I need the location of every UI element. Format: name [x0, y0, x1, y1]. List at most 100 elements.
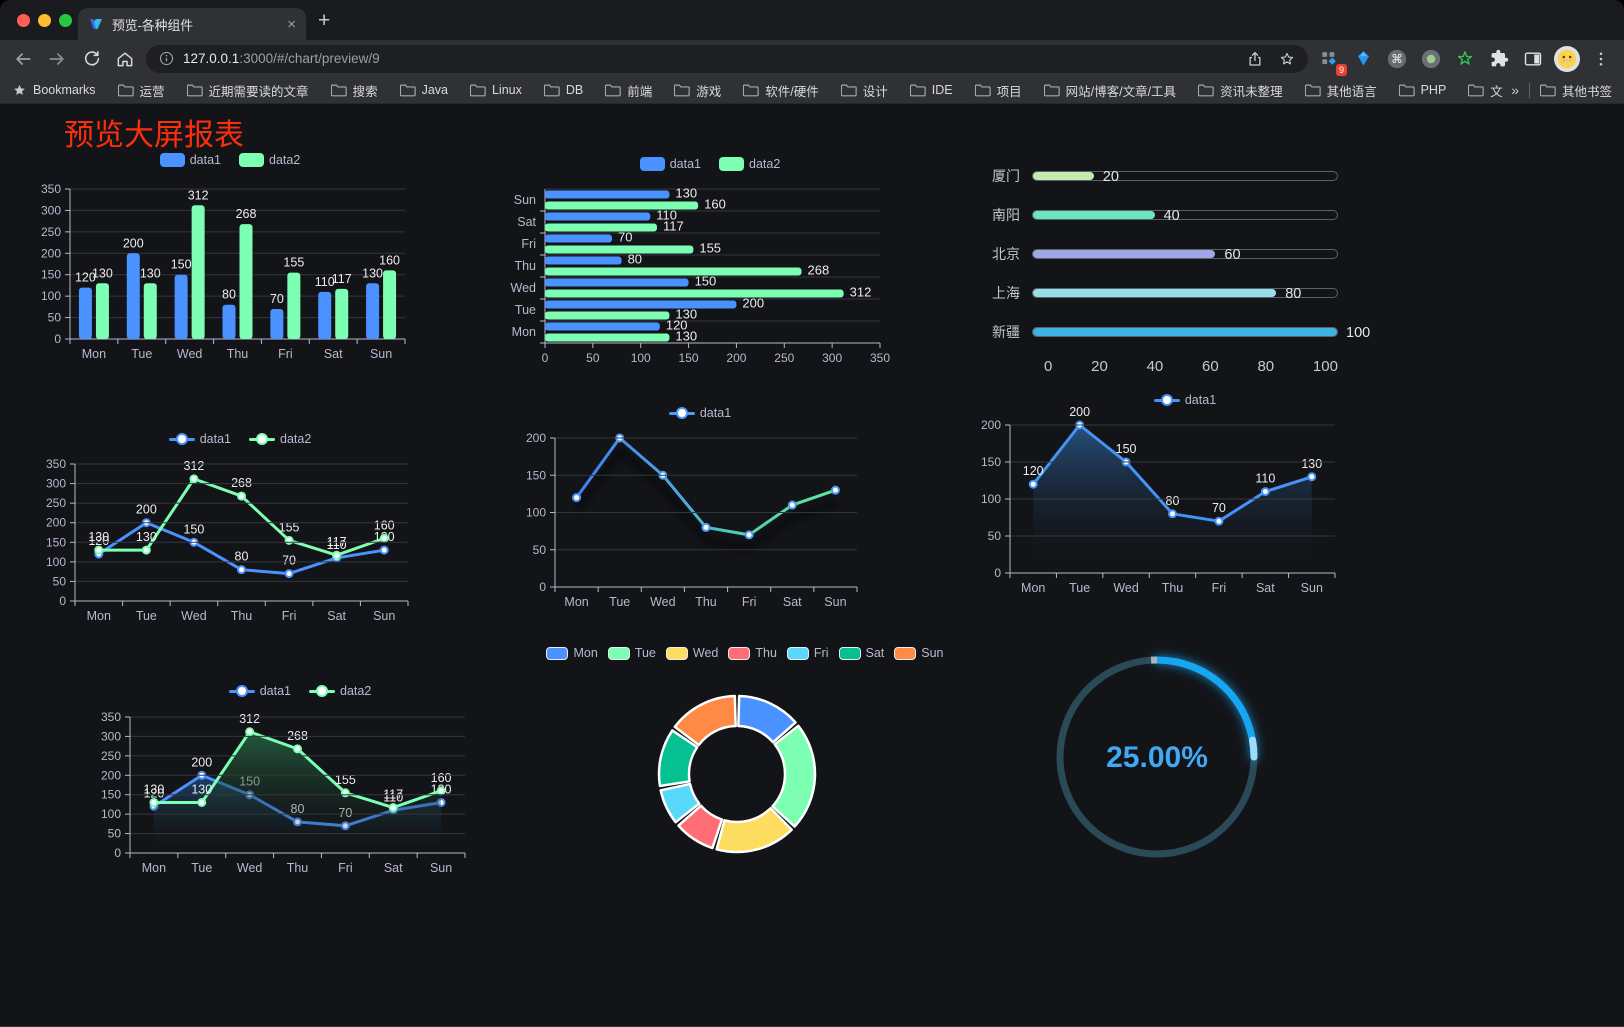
bookmark-item-6[interactable]: 前端	[605, 81, 652, 100]
bar[interactable]	[545, 234, 612, 243]
bookmark-item-14[interactable]: 其他语言	[1304, 81, 1377, 100]
legend-item-data1[interactable]: data1	[168, 432, 231, 446]
bookmark-star-icon[interactable]	[1278, 50, 1296, 68]
bookmark-item-3[interactable]: Java	[399, 83, 448, 97]
chart-area-single[interactable]: data1 120 200 150 80 70 110 130 0 50 100 150 200 Mon T…	[975, 389, 1395, 601]
bar[interactable]	[287, 272, 301, 339]
chart-canvas[interactable]	[545, 636, 945, 886]
chart-canvas[interactable]: 0 50 100 150 200 250 300 350 Mon Tue Wed Thu Fri Sat S…	[30, 151, 430, 369]
bar[interactable]	[545, 256, 622, 265]
chart-canvas[interactable]: 1202001508070110130130130312268155117160…	[30, 426, 450, 644]
chart-line-gradient[interactable]: data1 0 50 100 150 200 Mon Tue Wed Thu Fri Sat Sun	[490, 401, 910, 613]
legend-item-Tue[interactable]: Tue	[607, 646, 656, 660]
bar[interactable]	[545, 267, 802, 276]
bookmark-item-1[interactable]: 近期需要读的文章	[186, 81, 309, 100]
bar[interactable]	[95, 283, 109, 339]
back-icon[interactable]	[10, 46, 36, 72]
sidebar-toggle-icon[interactable]	[1520, 46, 1546, 72]
profile-avatar[interactable]	[1554, 45, 1580, 72]
data-point[interactable]	[1028, 479, 1038, 489]
data-point[interactable]	[572, 493, 582, 503]
data-point[interactable]	[388, 803, 398, 813]
bookmark-other[interactable]: 其他书签	[1539, 81, 1612, 100]
bar[interactable]	[239, 224, 253, 339]
info-icon[interactable]	[158, 50, 175, 67]
data-point[interactable]	[787, 500, 797, 510]
data-point[interactable]	[245, 727, 255, 737]
bookmark-item-12[interactable]: 网站/博客/文章/工具	[1043, 81, 1176, 100]
bar[interactable]	[78, 287, 92, 339]
bar[interactable]	[545, 245, 694, 254]
new-tab-button[interactable]: +	[318, 9, 331, 32]
bookmark-item-9[interactable]: 设计	[840, 81, 888, 100]
url-bar[interactable]: 127.0.0.1:3000/#/chart/preview/9	[146, 44, 1308, 73]
progress-row-南阳[interactable]: 南阳 40	[980, 207, 1338, 224]
legend-item-Wed[interactable]: Wed	[665, 646, 718, 660]
bar[interactable]	[545, 212, 651, 221]
data-point[interactable]	[189, 474, 199, 484]
bar[interactable]	[126, 253, 140, 339]
legend-item-Thu[interactable]: Thu	[728, 646, 777, 660]
legend-item-data1[interactable]: data1	[159, 153, 221, 167]
chart-area-double[interactable]: data1 data2120200150807011013013013031226…	[90, 679, 510, 897]
chart-donut[interactable]: Mon Tue Wed Thu Fri Sat Sun	[545, 636, 945, 886]
chart-canvas[interactable]: 120 200 150 80 70 110 130 0 50 100 150 200 Mon Tue Wed…	[975, 389, 1395, 601]
legend-item-data1[interactable]: data1	[1153, 393, 1216, 407]
data-point[interactable]	[141, 545, 151, 555]
bar[interactable]	[545, 223, 657, 232]
star-extension-icon[interactable]	[1452, 46, 1478, 72]
chart-line-two-series[interactable]: data1 data2120200150807011013013013031226…	[30, 426, 450, 644]
bar[interactable]	[545, 289, 844, 298]
progress-row-新疆[interactable]: 新疆 100	[980, 324, 1370, 341]
chart-progress-bars[interactable]: 厦门 20 南阳 40 北京 60 上海 80 新疆 100 0 20 40 60 80 100	[980, 151, 1400, 391]
bar[interactable]	[191, 205, 205, 339]
bar[interactable]	[222, 304, 236, 339]
legend-item-data2[interactable]: data2	[249, 432, 311, 446]
legend-item-data2[interactable]: data2	[239, 153, 300, 167]
forward-icon[interactable]	[44, 46, 70, 72]
close-window-button[interactable]	[17, 14, 30, 27]
legend-item-Fri[interactable]: Fri	[786, 646, 829, 660]
pie-slice-Tue[interactable]	[771, 724, 817, 828]
data-point[interactable]	[340, 788, 350, 798]
legend-item-data1[interactable]: data1	[228, 684, 291, 698]
command-extension-icon[interactable]: ⌘	[1384, 46, 1410, 72]
bookmark-item-0[interactable]: 运营	[117, 81, 165, 100]
data-point[interactable]	[1307, 472, 1317, 482]
browser-tab[interactable]: 预览-各种组件 ×	[78, 8, 306, 40]
legend-item-Mon[interactable]: Mon	[546, 646, 598, 660]
bar[interactable]	[545, 333, 670, 342]
data-point[interactable]	[744, 530, 754, 540]
bookmark-item-5[interactable]: DB	[543, 83, 583, 97]
bar[interactable]	[143, 283, 157, 339]
progress-row-厦门[interactable]: 厦门 20	[980, 168, 1338, 185]
bookmarks-overflow-button[interactable]: »	[1511, 82, 1520, 98]
data-point[interactable]	[1168, 509, 1177, 519]
pie-slice-Thu[interactable]	[677, 804, 724, 850]
data-point[interactable]	[237, 565, 246, 575]
progress-row-上海[interactable]: 上海 80	[980, 285, 1338, 302]
extensions-puzzle-icon[interactable]	[1486, 46, 1512, 72]
bookmark-item-13[interactable]: 资讯未整理	[1198, 81, 1283, 100]
bar[interactable]	[335, 288, 349, 339]
data-point[interactable]	[293, 744, 302, 754]
share-icon[interactable]	[1246, 50, 1264, 68]
data-point[interactable]	[94, 545, 104, 555]
bookmark-item-7[interactable]: 游戏	[674, 81, 721, 100]
bar[interactable]	[545, 190, 670, 199]
reload-icon[interactable]	[78, 46, 104, 72]
bookmark-item-11[interactable]: 项目	[974, 81, 1022, 100]
legend-item-Sat[interactable]: Sat	[838, 646, 884, 660]
bookmark-item-16[interactable]: 文件服务器	[1468, 81, 1503, 100]
data-point[interactable]	[149, 797, 159, 807]
bar[interactable]	[174, 274, 188, 339]
bookmark-item-10[interactable]: IDE	[909, 83, 953, 97]
legend-item-Sun[interactable]: Sun	[894, 646, 944, 660]
chart-bar-vertical[interactable]: data1 data2 0 50 100 150 200 250 300 350 Mon Tue Wed…	[30, 151, 430, 369]
chart-bar-horizontal[interactable]: data1 data2 0 50 100 150 200 250 300 350 Mon 120 130…	[500, 151, 920, 369]
legend-item-data2[interactable]: data2	[309, 684, 371, 698]
data-point[interactable]	[436, 786, 446, 796]
pie-slice-Sat[interactable]	[657, 729, 699, 788]
bar[interactable]	[318, 291, 332, 339]
progress-row-北京[interactable]: 北京 60	[980, 246, 1338, 263]
